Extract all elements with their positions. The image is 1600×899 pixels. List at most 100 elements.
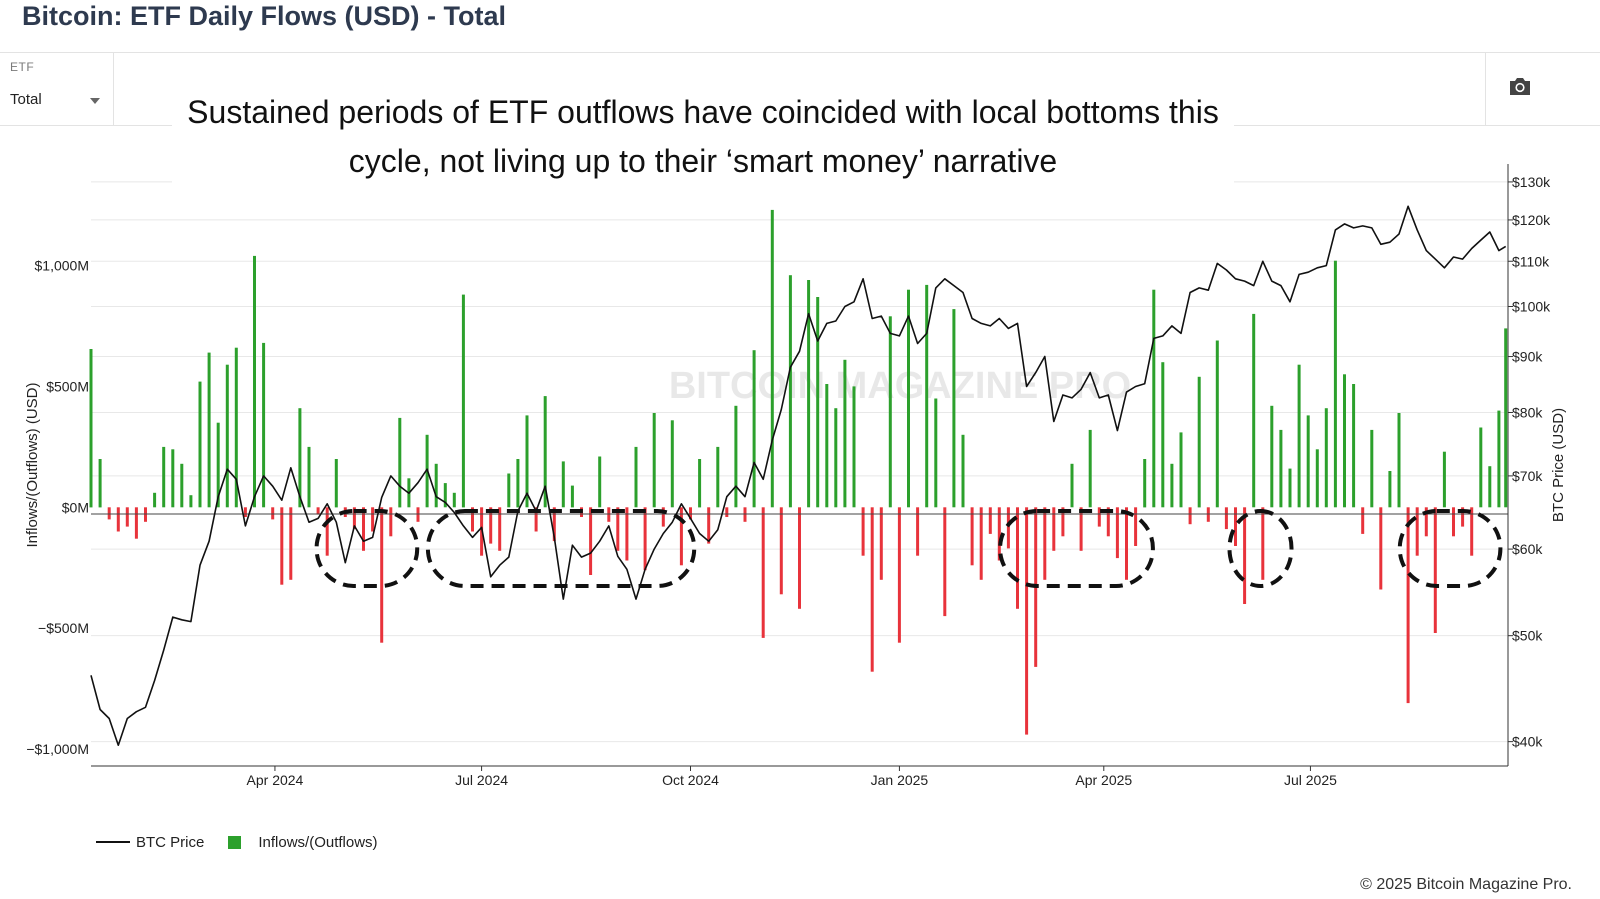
flow-bar-102 xyxy=(1016,507,1019,609)
flow-bar-11 xyxy=(189,495,193,508)
x-tick-label-4: Apr 2025 xyxy=(1075,772,1132,788)
x-tick-label-3: Jan 2025 xyxy=(871,772,929,788)
flow-bar-16 xyxy=(234,347,238,508)
flow-bar-81 xyxy=(825,384,829,508)
flow-bar-137 xyxy=(1333,260,1337,508)
flow-bar-118 xyxy=(1161,362,1165,508)
flow-bar-154 xyxy=(1488,466,1492,508)
flow-bar-94 xyxy=(943,507,947,617)
grid-lines xyxy=(91,181,1508,743)
highlight-oval-3 xyxy=(1227,509,1294,588)
flow-bar-60 xyxy=(634,446,638,508)
legend-price-swatch[interactable] xyxy=(96,841,130,843)
flow-bar-70 xyxy=(725,507,729,517)
flow-bar-98 xyxy=(979,507,983,580)
flow-bar-146 xyxy=(1415,507,1419,556)
flow-bar-135 xyxy=(1315,449,1319,508)
flow-bar-65 xyxy=(679,507,683,566)
y2-tick-label-6: $70k xyxy=(1512,468,1543,484)
flow-bar-120 xyxy=(1179,432,1183,508)
flow-bar-31 xyxy=(371,507,375,532)
legend-flows-label[interactable]: Inflows/(Outflows) xyxy=(258,833,378,851)
flow-bar-121 xyxy=(1188,507,1192,525)
flow-bar-56 xyxy=(598,456,602,508)
flow-bar-155 xyxy=(1497,410,1501,508)
flow-bar-32 xyxy=(380,507,384,643)
flow-bar-113 xyxy=(1115,507,1119,559)
legend: BTC Price Inflows/(Outflows) xyxy=(96,832,378,852)
y-tick-label-3: −$500M xyxy=(38,620,89,636)
flow-bar-143 xyxy=(1388,471,1392,508)
flow-bar-95 xyxy=(952,309,956,508)
flow-bar-91 xyxy=(916,507,920,556)
flow-bar-15 xyxy=(225,364,229,508)
y-axis-label: Inflows/(Outflows) (USD) xyxy=(24,382,41,547)
highlight-oval-0 xyxy=(314,509,420,588)
flow-bar-87 xyxy=(879,507,883,580)
flow-bar-6 xyxy=(144,507,147,522)
flow-bar-40 xyxy=(452,492,456,508)
flow-bar-21 xyxy=(280,507,284,585)
flow-bar-141 xyxy=(1370,429,1374,508)
y-tick-label-2: $0M xyxy=(62,499,89,515)
right-axis-ticks: $130k $120k $110k $100k $90k $80k $70k $60k $50k… xyxy=(1508,174,1551,750)
flow-bar-85 xyxy=(861,507,865,556)
y-tick-label-1: $500M xyxy=(46,378,89,394)
flow-bar-145 xyxy=(1406,507,1410,704)
flow-bar-24 xyxy=(307,446,311,508)
legend-price-label[interactable]: BTC Price xyxy=(136,833,205,851)
legend-flows-swatch[interactable] xyxy=(228,835,242,849)
x-axis-ticks: Apr 2024 Jul 2024 Oct 2024 Jan 2025 Apr 2025… xyxy=(247,766,1337,788)
y2-tick-label-4: $90k xyxy=(1512,349,1543,365)
flow-bar-14 xyxy=(216,422,220,508)
price-line-group xyxy=(90,205,1507,746)
flow-bar-139 xyxy=(1352,384,1356,508)
camera-button[interactable] xyxy=(1485,53,1600,125)
flow-bar-42 xyxy=(471,507,474,532)
flow-bar-93 xyxy=(934,398,938,508)
flow-bar-151 xyxy=(1461,507,1465,527)
chevron-down-icon xyxy=(90,98,100,104)
page-title: Bitcoin: ETF Daily Flows (USD) - Total xyxy=(22,1,506,31)
flow-bar-13 xyxy=(207,352,211,508)
flow-bar-3 xyxy=(116,507,120,532)
watermark: BITCOIN MAGAZINE PRO xyxy=(669,365,1131,407)
flow-bar-119 xyxy=(1170,463,1174,508)
watermark-text: BITCOIN MAGAZINE PRO xyxy=(669,365,1131,407)
flow-bar-33 xyxy=(389,507,393,537)
highlight-oval-2 xyxy=(998,509,1155,588)
flow-bar-7 xyxy=(153,492,157,508)
y2-tick-label-5: $80k xyxy=(1512,404,1543,420)
y2-tick-label-0: $130k xyxy=(1512,174,1551,190)
flow-bar-115 xyxy=(1134,507,1138,546)
flow-bar-122 xyxy=(1197,376,1201,508)
flow-bar-124 xyxy=(1215,340,1219,508)
flow-bar-131 xyxy=(1279,429,1283,508)
flow-bar-72 xyxy=(743,507,747,522)
highlight-oval-1 xyxy=(425,509,697,588)
etf-select[interactable]: ETF Total xyxy=(0,53,114,125)
flow-bar-52 xyxy=(561,461,565,508)
flow-bar-133 xyxy=(1297,364,1301,508)
flow-bar-82 xyxy=(834,408,838,508)
flow-bar-62 xyxy=(652,413,656,508)
flow-bar-36 xyxy=(416,507,420,522)
btc-price-line xyxy=(90,205,1507,746)
flow-bar-10 xyxy=(180,463,184,508)
y2-axis-label: BTC Price (USD) xyxy=(1550,408,1567,522)
x-tick-label-2: Oct 2024 xyxy=(662,772,719,788)
flow-bar-53 xyxy=(570,485,574,508)
y2-tick-label-3: $100k xyxy=(1512,299,1551,315)
flow-bar-101 xyxy=(1006,507,1010,549)
flow-bar-84 xyxy=(852,386,856,508)
flow-bar-97 xyxy=(970,507,974,566)
flow-bar-69 xyxy=(716,446,720,508)
flow-bar-153 xyxy=(1479,427,1483,508)
flow-bar-132 xyxy=(1288,468,1292,508)
x-tick-label-0: Apr 2024 xyxy=(247,772,304,788)
flow-bar-90 xyxy=(907,289,910,508)
left-axis-ticks: $1,000M $500M $0M −$500M −$1,000M xyxy=(26,258,89,758)
flow-bar-67 xyxy=(698,459,702,508)
flow-bar-61 xyxy=(643,507,647,571)
